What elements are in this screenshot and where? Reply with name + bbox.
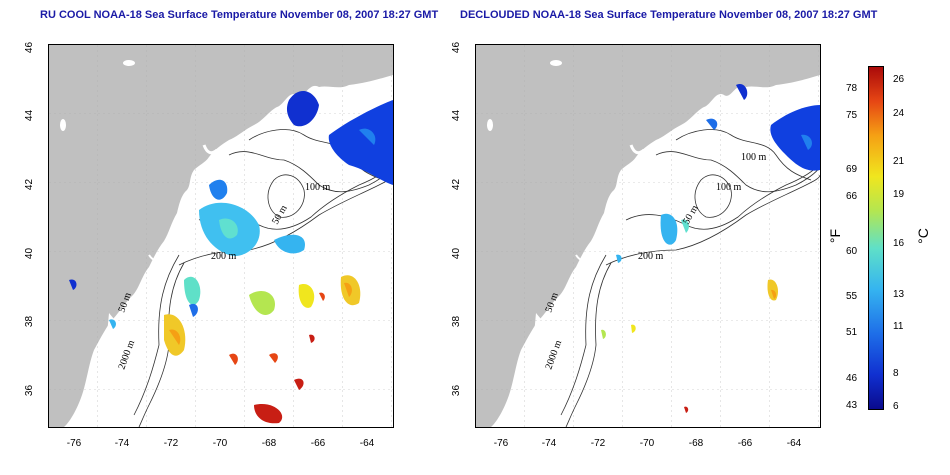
map-title-left: RU COOL NOAA-18 Sea Surface Temperature … <box>40 9 439 21</box>
x-tick: -76 <box>493 438 509 449</box>
x-tick: -72 <box>163 438 179 449</box>
x-tick: -68 <box>688 438 704 449</box>
fahrenheit-tick: 78 <box>846 83 858 94</box>
contour-label: 200 m <box>211 251 237 262</box>
contour-label: 100 m <box>716 182 742 193</box>
contour-label: 100 m <box>741 152 767 163</box>
celsius-tick: 6 <box>893 401 899 412</box>
celsius-tick: 16 <box>893 238 905 249</box>
y-tick: 46 <box>451 41 463 54</box>
x-tick: -64 <box>786 438 802 449</box>
fahrenheit-tick: 55 <box>846 291 858 302</box>
contour-label: 200 m <box>638 251 664 262</box>
y-tick: 38 <box>451 315 463 328</box>
sst-map-right: 100 m 100 m 50 m 200 m 50 m 2000 m <box>475 44 821 428</box>
y-tick: 40 <box>24 247 36 260</box>
x-tick: -70 <box>639 438 655 449</box>
y-tick: 46 <box>24 41 36 54</box>
fahrenheit-tick: 66 <box>846 191 858 202</box>
y-tick: 36 <box>451 384 463 397</box>
x-tick: -72 <box>590 438 606 449</box>
fahrenheit-tick: 75 <box>846 110 858 121</box>
celsius-tick: 24 <box>893 108 905 119</box>
x-tick: -70 <box>212 438 228 449</box>
y-tick: 40 <box>451 247 463 260</box>
colorbar <box>868 66 884 410</box>
celsius-tick: 19 <box>893 189 905 200</box>
celsius-tick: 8 <box>893 368 899 379</box>
x-tick: -66 <box>737 438 753 449</box>
y-tick: 44 <box>24 109 36 122</box>
celsius-tick: 11 <box>893 321 904 332</box>
fahrenheit-tick: 60 <box>846 246 858 257</box>
fahrenheit-tick: 46 <box>846 373 858 384</box>
y-tick: 42 <box>451 178 463 191</box>
celsius-tick: 13 <box>893 289 905 300</box>
x-tick: -68 <box>261 438 277 449</box>
fahrenheit-unit-label: °F <box>827 228 844 244</box>
x-tick: -66 <box>310 438 326 449</box>
y-tick: 38 <box>24 315 36 328</box>
x-tick: -64 <box>359 438 375 449</box>
y-tick: 44 <box>451 109 463 122</box>
contour-label: 100 m <box>305 182 331 193</box>
fahrenheit-tick: 51 <box>846 327 858 338</box>
sst-map-left: 100 m 50 m 200 m 50 m 2000 m <box>48 44 394 428</box>
map-title-right: DECLOUDED NOAA-18 Sea Surface Temperatur… <box>460 9 878 21</box>
y-tick: 42 <box>24 178 36 191</box>
fahrenheit-tick: 69 <box>846 164 858 175</box>
celsius-tick: 26 <box>893 74 905 85</box>
y-tick: 36 <box>24 384 36 397</box>
x-tick: -76 <box>66 438 82 449</box>
celsius-tick: 21 <box>893 156 905 167</box>
map-canvas-right: 100 m 100 m 50 m 200 m 50 m 2000 m <box>476 45 821 428</box>
celsius-unit-label: °C <box>914 228 931 244</box>
fahrenheit-tick: 43 <box>846 400 858 411</box>
x-tick: -74 <box>541 438 557 449</box>
x-tick: -74 <box>114 438 130 449</box>
map-canvas-left: 100 m 50 m 200 m 50 m 2000 m <box>49 45 394 428</box>
